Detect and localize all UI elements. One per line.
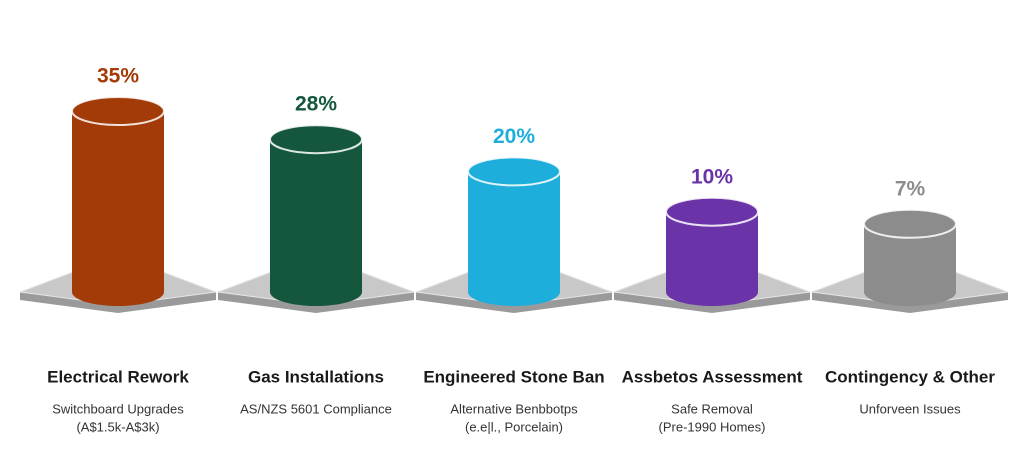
platform-side — [218, 292, 414, 313]
category-subtitle: Alternative Benbbotps — [450, 401, 578, 416]
platform-side — [20, 292, 216, 313]
category-subtitle: (e.e|l., Porcelain) — [465, 419, 563, 434]
bar-top — [863, 208, 957, 239]
bar-top — [665, 196, 759, 227]
platform-side — [614, 292, 810, 313]
category-subtitle: (Pre-1990 Homes) — [659, 419, 766, 434]
platform-side — [812, 292, 1008, 313]
bar — [270, 139, 362, 292]
category-label: Engineered Stone Ban — [423, 367, 604, 386]
value-label: 20% — [493, 125, 535, 148]
bar-top — [269, 124, 363, 155]
category-subtitle: AS/NZS 5601 Compliance — [240, 401, 392, 416]
platform-side — [416, 292, 612, 313]
category-label: Gas Installations — [248, 367, 384, 386]
category-label: Contingency & Other — [825, 367, 995, 386]
bar — [468, 171, 560, 292]
bar-top — [71, 96, 165, 126]
category-label: Electrical Rework — [47, 367, 189, 386]
category-subtitle: (A$1.5k-A$3k) — [76, 419, 159, 434]
value-label: 7% — [895, 177, 926, 200]
category-subtitle: Safe Removal — [671, 401, 753, 416]
bar-top — [467, 156, 561, 187]
value-label: 28% — [295, 93, 337, 116]
category-subtitle: Switchboard Upgrades — [52, 401, 184, 416]
value-label: 35% — [97, 65, 139, 88]
bar — [72, 111, 164, 292]
category-subtitle: Unforveen Issues — [859, 401, 961, 416]
category-label: Assbetos Assessment — [622, 367, 803, 386]
value-label: 10% — [691, 165, 733, 188]
